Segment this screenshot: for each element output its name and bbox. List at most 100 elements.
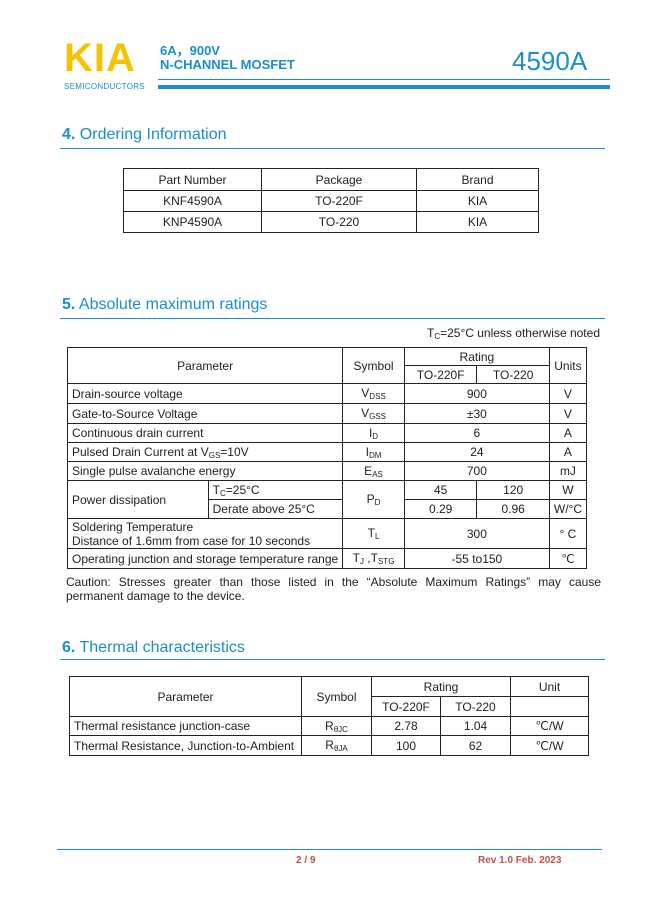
table-row: Operating junction and storage temperatu… [66, 548, 588, 569]
cell: W [548, 480, 588, 500]
cell: Thermal Resistance, Junction-to-Ambient [69, 735, 302, 756]
cell: A [548, 442, 588, 462]
col-header: Unit [510, 676, 589, 697]
cell: 45 [403, 480, 478, 500]
table-header-row: Parameter Symbol Rating Unit [69, 676, 589, 717]
cell: 0.29 [403, 499, 478, 519]
rating-summary: 6A，900V [160, 43, 220, 58]
table-row: Continuous drain current ID 6 A [66, 423, 588, 443]
thermal-table: Parameter Symbol Rating Unit TO-220F TO-… [69, 676, 589, 756]
cell: RθJC [301, 716, 372, 736]
cell: RθJA [301, 735, 372, 756]
table-row: Thermal resistance junction-case RθJC 2.… [69, 716, 589, 736]
cell: EAS [342, 461, 405, 481]
col-header: Brand [416, 168, 539, 191]
cell: ±30 [403, 403, 550, 424]
conditions-note: TC=25°C unless otherwise noted [426, 326, 600, 341]
cell: ℃/W [510, 735, 589, 756]
table-row: KNF4590A TO-220F KIA [123, 190, 539, 212]
cell: A [548, 423, 588, 443]
table-row: Thermal Resistance, Junction-to-Ambient … [69, 735, 589, 756]
cell: KIA [416, 190, 539, 212]
col-header: Part Number [123, 168, 262, 191]
col-header: Units [548, 347, 588, 384]
page-number: 2 / 9 [296, 855, 316, 866]
cell: Derate above 25°C [207, 499, 344, 519]
col-header: TO-220F [371, 696, 441, 717]
cell: Continuous drain current [66, 423, 344, 443]
section-ordering-title: 4. Ordering Information [62, 126, 227, 143]
cell: 0.96 [476, 499, 550, 519]
header-divider-thick [158, 85, 610, 89]
caution-note: Caution: Stresses greater than those lis… [66, 575, 601, 603]
cell: 120 [476, 480, 550, 500]
cell: TO-220F [261, 190, 417, 212]
col-header: Rating [403, 347, 550, 366]
section-divider [60, 318, 605, 319]
table-header-row: Parameter Symbol Rating Units [66, 347, 588, 384]
cell: -55 to150 [403, 548, 550, 569]
table-row: Pulsed Drain Current at VGS=10V IDM 24 A [66, 442, 588, 462]
logo-subtitle: SEMICONDUCTORS [64, 82, 145, 91]
table-row: KNP4590A TO-220 KIA [123, 211, 539, 233]
col-header: Parameter [69, 676, 302, 717]
table-header-row: Part Number Package Brand [123, 168, 539, 191]
cell: 2.78 [371, 716, 441, 736]
cell: PD [342, 480, 405, 519]
cell: VGSS [342, 403, 405, 424]
section-divider [60, 659, 605, 660]
device-type: N-CHANNEL MOSFET [160, 57, 295, 72]
cell: 300 [403, 518, 550, 549]
cell: Soldering Temperature Distance of 1.6mm f… [66, 518, 344, 549]
cell: V [548, 383, 588, 404]
part-number: 4590A [512, 46, 588, 76]
col-header: TO-220 [476, 365, 550, 384]
col-header: TO-220 [440, 696, 511, 717]
section-thermal-title: 6. Thermal characteristics [62, 639, 245, 656]
col-header: Symbol [301, 676, 372, 717]
cell: Thermal resistance junction-case [69, 716, 302, 736]
table-row: Single pulse avalanche energy EAS 700 mJ [66, 461, 588, 481]
cell: TL [342, 518, 405, 549]
cell: W/°C [548, 499, 588, 519]
section-absmax-title: 5. Absolute maximum ratings [62, 296, 268, 313]
table-header-row: TO-220F TO-220 [68, 365, 587, 384]
cell: 100 [371, 735, 441, 756]
table-row: Gate-to-Source Voltage VGSS ±30 V [66, 403, 588, 424]
section-divider [60, 148, 605, 149]
cell: ℃/W [510, 716, 589, 736]
cell: TO-220 [261, 211, 417, 233]
kia-logo: KIA [64, 36, 136, 80]
cell: 62 [440, 735, 511, 756]
cell: Operating junction and storage temperatu… [66, 548, 344, 569]
col-header: Parameter [66, 347, 344, 384]
col-header: Rating [371, 676, 511, 697]
cell: 6 [403, 423, 550, 443]
cell [510, 696, 589, 717]
cell: TJ ,TSTG [342, 548, 405, 569]
footer-divider [57, 849, 602, 850]
cell: KNP4590A [123, 211, 262, 233]
revision: Rev 1.0 Feb. 2023 [478, 855, 562, 866]
cell: ID [342, 423, 405, 443]
table-row: Derate above 25°C 0.29 0.96 W/°C [68, 499, 588, 519]
cell: TC=25°C [207, 480, 344, 500]
cell: V [548, 403, 588, 424]
col-header: Symbol [342, 347, 405, 384]
cell: VDSS [342, 383, 405, 404]
table-row: Power dissipation TC=25°C PD 45 120 W [67, 480, 588, 519]
header-divider-thin [158, 79, 610, 80]
cell: 1.04 [440, 716, 511, 736]
col-header: Package [261, 168, 417, 191]
ordering-table: Part Number Package Brand KNF4590A TO-22… [123, 168, 539, 233]
cell: Drain-source voltage [66, 383, 344, 404]
cell: 700 [403, 461, 550, 481]
cell: ℃ [548, 548, 588, 569]
cell: 900 [403, 383, 550, 404]
cell: Gate-to-Source Voltage [66, 403, 344, 424]
col-header: TO-220F [403, 365, 478, 384]
cell: Pulsed Drain Current at VGS=10V [66, 442, 344, 462]
cell: Power dissipation [67, 480, 209, 519]
table-row: Drain-source voltage VDSS 900 V [66, 383, 588, 404]
absmax-table: Parameter Symbol Rating Units TO-220F TO… [66, 347, 588, 569]
